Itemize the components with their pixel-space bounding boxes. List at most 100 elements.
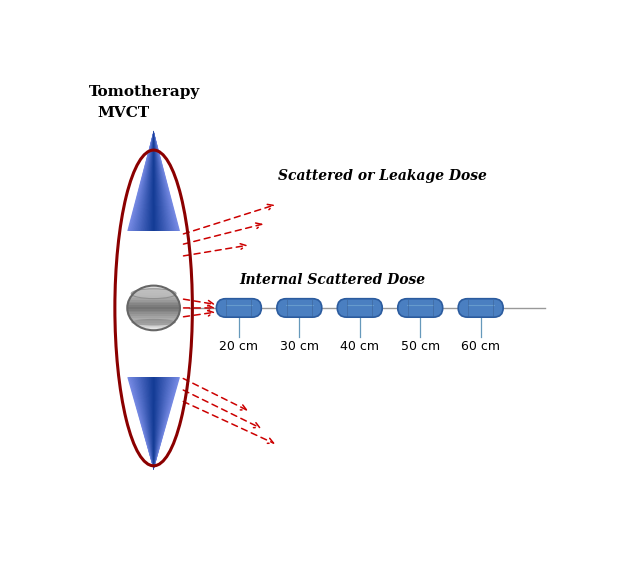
Polygon shape xyxy=(143,131,164,231)
Polygon shape xyxy=(140,131,168,231)
Polygon shape xyxy=(153,131,154,231)
Polygon shape xyxy=(136,377,172,470)
Polygon shape xyxy=(137,131,170,231)
Polygon shape xyxy=(151,131,156,231)
Polygon shape xyxy=(152,131,156,231)
Polygon shape xyxy=(134,131,173,231)
Polygon shape xyxy=(153,377,154,470)
Polygon shape xyxy=(131,377,176,470)
Polygon shape xyxy=(141,377,166,470)
Bar xyxy=(141,327,166,328)
Polygon shape xyxy=(128,131,179,231)
Polygon shape xyxy=(148,131,159,231)
Bar xyxy=(132,320,175,321)
Polygon shape xyxy=(130,131,177,231)
Polygon shape xyxy=(133,131,174,231)
Polygon shape xyxy=(150,377,157,470)
Polygon shape xyxy=(152,377,156,470)
Text: 30 cm: 30 cm xyxy=(280,340,319,353)
Polygon shape xyxy=(146,377,161,470)
Polygon shape xyxy=(136,131,172,231)
Polygon shape xyxy=(136,377,171,470)
Polygon shape xyxy=(140,377,168,470)
Bar xyxy=(129,314,179,316)
Polygon shape xyxy=(141,131,166,231)
Bar xyxy=(127,309,180,310)
Bar xyxy=(128,312,179,314)
Polygon shape xyxy=(148,131,159,231)
Polygon shape xyxy=(145,131,163,231)
Polygon shape xyxy=(150,131,157,231)
Polygon shape xyxy=(143,131,164,231)
Polygon shape xyxy=(131,377,177,470)
Polygon shape xyxy=(132,377,175,470)
FancyBboxPatch shape xyxy=(337,299,382,317)
Polygon shape xyxy=(135,377,172,470)
Bar xyxy=(127,304,180,305)
Polygon shape xyxy=(150,377,157,470)
Polygon shape xyxy=(129,377,179,470)
Polygon shape xyxy=(127,131,180,231)
Polygon shape xyxy=(146,131,161,231)
Bar xyxy=(138,289,170,291)
Bar xyxy=(131,318,177,320)
Polygon shape xyxy=(144,131,163,231)
Polygon shape xyxy=(148,377,159,470)
Bar xyxy=(132,294,175,297)
Polygon shape xyxy=(134,131,173,231)
Bar xyxy=(131,297,177,298)
Bar xyxy=(135,291,172,293)
Polygon shape xyxy=(142,377,165,470)
Polygon shape xyxy=(143,377,164,470)
Polygon shape xyxy=(143,377,164,470)
Polygon shape xyxy=(134,377,173,470)
Polygon shape xyxy=(141,131,167,231)
Text: 50 cm: 50 cm xyxy=(401,340,440,353)
Bar xyxy=(133,321,174,323)
Polygon shape xyxy=(136,131,171,231)
Polygon shape xyxy=(152,377,155,470)
Text: Scattered or Leakage Dose: Scattered or Leakage Dose xyxy=(278,169,486,183)
FancyBboxPatch shape xyxy=(458,299,503,317)
Bar xyxy=(127,310,180,312)
Bar xyxy=(138,325,170,327)
Bar xyxy=(133,293,174,294)
Polygon shape xyxy=(147,131,161,231)
Polygon shape xyxy=(137,377,170,470)
Polygon shape xyxy=(129,131,179,231)
Polygon shape xyxy=(148,377,159,470)
Polygon shape xyxy=(150,131,157,231)
Polygon shape xyxy=(131,131,176,231)
Polygon shape xyxy=(132,131,175,231)
Text: Tomotherapy: Tomotherapy xyxy=(90,85,200,99)
Bar xyxy=(127,305,180,307)
Polygon shape xyxy=(139,131,168,231)
Polygon shape xyxy=(149,377,158,470)
Polygon shape xyxy=(132,131,175,231)
Polygon shape xyxy=(138,131,169,231)
Polygon shape xyxy=(130,377,177,470)
Polygon shape xyxy=(129,377,178,470)
Polygon shape xyxy=(134,377,173,470)
Polygon shape xyxy=(139,377,168,470)
Polygon shape xyxy=(145,131,162,231)
Polygon shape xyxy=(138,377,169,470)
Polygon shape xyxy=(147,377,160,470)
Bar xyxy=(129,300,179,302)
Polygon shape xyxy=(141,377,167,470)
Polygon shape xyxy=(147,131,160,231)
Polygon shape xyxy=(149,131,158,231)
Ellipse shape xyxy=(131,319,176,325)
Polygon shape xyxy=(133,377,174,470)
Polygon shape xyxy=(145,377,162,470)
Polygon shape xyxy=(151,377,156,470)
Polygon shape xyxy=(145,377,163,470)
Polygon shape xyxy=(144,377,163,470)
FancyBboxPatch shape xyxy=(397,299,443,317)
Polygon shape xyxy=(142,131,165,231)
Polygon shape xyxy=(132,377,175,470)
Polygon shape xyxy=(131,131,177,231)
Text: 60 cm: 60 cm xyxy=(461,340,500,353)
Bar xyxy=(141,287,166,289)
Bar xyxy=(128,302,179,304)
